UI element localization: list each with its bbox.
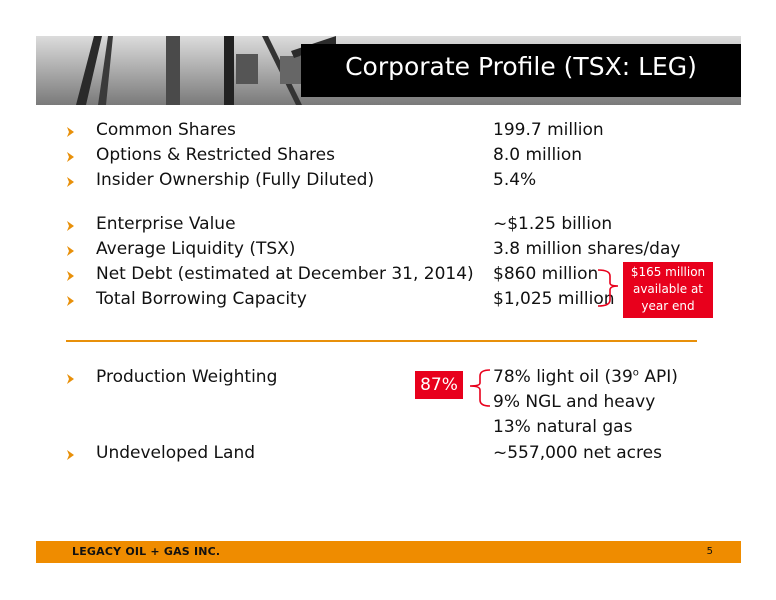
- item-value: ~557,000 net acres: [493, 443, 662, 463]
- item-label: Undeveloped Land: [96, 443, 256, 463]
- chevron-right-icon: [66, 373, 78, 385]
- ngl-value: 9% NGL and heavy: [493, 392, 656, 412]
- item-value: ~$1.25 billion: [493, 214, 613, 234]
- item-label: Net Debt (estimated at December 31, 2014…: [96, 264, 474, 284]
- footer-bar: LEGACY OIL + GAS INC. 5: [36, 541, 741, 563]
- light-oil-text: 78% light oil (39: [493, 367, 633, 387]
- light-oil-suffix: API): [638, 367, 678, 387]
- available-capacity-callout: $165 million available at year end: [623, 262, 713, 318]
- chevron-right-icon: [66, 176, 78, 188]
- callout-line: $165 million: [630, 265, 706, 279]
- chevron-right-icon: [66, 151, 78, 163]
- item-value: 3.8 million shares/day: [493, 239, 681, 259]
- chevron-right-icon: [66, 220, 78, 232]
- item-value: $860 million: [493, 264, 599, 284]
- item-label: Total Borrowing Capacity: [96, 289, 307, 309]
- item-label: Enterprise Value: [96, 214, 236, 234]
- chevron-right-icon: [66, 126, 78, 138]
- item-label: Average Liquidity (TSX): [96, 239, 296, 259]
- degree-superscript: o: [632, 367, 639, 379]
- item-value: 199.7 million: [493, 120, 604, 140]
- page-title: Corporate Profile (TSX: LEG): [345, 52, 697, 81]
- title-box: Corporate Profile (TSX: LEG): [301, 44, 741, 97]
- chevron-right-icon: [66, 449, 78, 461]
- chevron-right-icon: [66, 270, 78, 282]
- gas-value: 13% natural gas: [493, 417, 633, 437]
- debt-bracket: [597, 269, 619, 307]
- chevron-right-icon: [66, 295, 78, 307]
- item-label: Production Weighting: [96, 367, 278, 387]
- company-name: LEGACY OIL + GAS INC.: [72, 545, 221, 558]
- item-label: Common Shares: [96, 120, 236, 140]
- callout-line: available at: [632, 282, 704, 296]
- page-number: 5: [706, 546, 713, 557]
- item-value: 8.0 million: [493, 145, 583, 165]
- section-divider: [66, 340, 697, 342]
- combined-weighting-badge: 87%: [415, 371, 463, 399]
- chevron-right-icon: [66, 245, 78, 257]
- callout-line: year end: [641, 299, 695, 313]
- item-value: $1,025 million: [493, 289, 615, 309]
- item-value: 5.4%: [493, 170, 537, 190]
- oil-liquids-bracket: [469, 369, 491, 407]
- light-oil-value: 78% light oil (39o API): [493, 367, 678, 387]
- item-label: Options & Restricted Shares: [96, 145, 335, 165]
- item-label: Insider Ownership (Fully Diluted): [96, 170, 375, 190]
